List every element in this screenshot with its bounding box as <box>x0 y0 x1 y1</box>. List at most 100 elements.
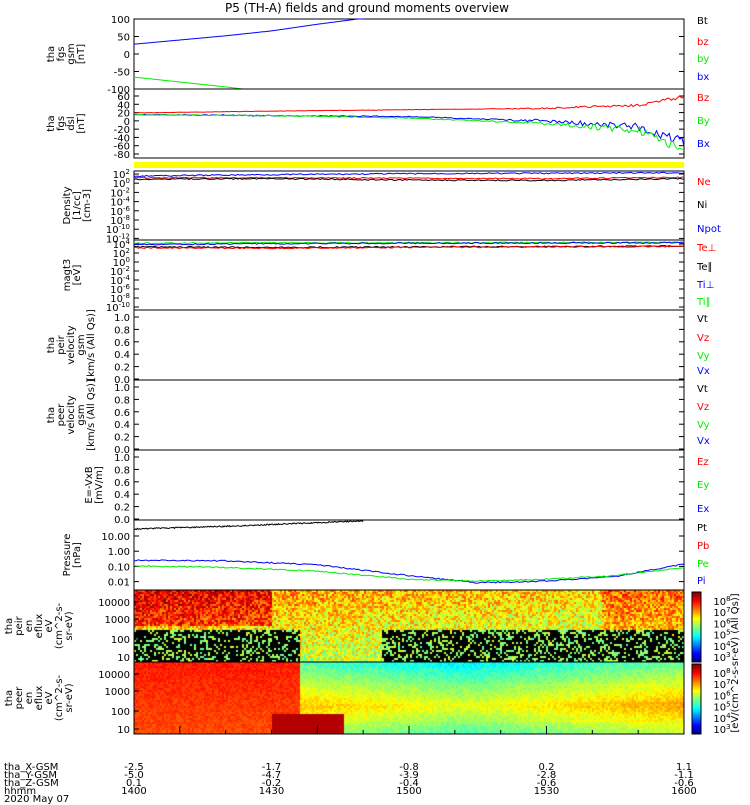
y-tick-label: 10000 <box>98 670 130 681</box>
colorbar-swatch <box>692 707 701 709</box>
y-tick-label: -80 <box>114 150 130 161</box>
colorbar-swatch <box>692 693 701 695</box>
panel-e_field: 1.00.8 0.60.4 0.20.0 E=-VxB [mV/m] Ez Ey Ex <box>84 449 709 526</box>
colorbar-swatch <box>692 725 701 727</box>
legend-entry: Pi <box>697 576 706 587</box>
y-tick-label: 0 <box>124 50 130 61</box>
colorbar-tick-label: 106 <box>713 617 731 630</box>
y-axis-label: eflux <box>34 614 45 639</box>
colorbar-swatch <box>692 604 701 606</box>
colorbar-swatch <box>692 626 701 628</box>
colorbar-swatch <box>692 705 701 707</box>
y-axis-label: [nT] <box>76 113 87 133</box>
panel-density: 10210010-210-410-610-810-1010-12Density[… <box>62 168 721 245</box>
y-axis-label: [mV/m] <box>94 466 105 504</box>
colorbar-swatch <box>692 709 701 711</box>
colorbar-swatch <box>692 607 701 609</box>
colorbar-swatch <box>692 637 701 639</box>
plot-title: P5 (TH-A) fields and ground moments over… <box>225 1 509 15</box>
colorbar-frame <box>691 663 702 735</box>
y-axis-label: tha <box>46 115 57 131</box>
colorbar-swatch <box>692 698 701 700</box>
y-tick-label: 102 <box>113 168 130 181</box>
colorbar-swatch <box>692 710 701 712</box>
colorbar-tick-label: 108 <box>713 667 730 680</box>
colorbar-swatch <box>692 676 701 678</box>
panel-frame <box>133 18 685 90</box>
colorbar-swatch <box>692 677 701 679</box>
colorbar-tick-label: 104 <box>713 640 731 653</box>
panel-pressure: 10.00 1.00 0.10 0.01 Pressure [nPa] Pt Pb Pe Pi <box>62 519 709 591</box>
legend-entry: Vy <box>697 420 710 431</box>
colorbar-swatch <box>692 675 701 677</box>
orbit-value: -0.8 <box>399 762 419 773</box>
colorbar-swatch <box>692 689 701 691</box>
colorbar-swatch <box>692 595 701 597</box>
colorbar-swatch <box>692 687 701 689</box>
orbit-value: 0.1 <box>126 778 142 789</box>
colorbar-swatch <box>692 648 701 650</box>
y-axis-label: peir <box>56 334 67 354</box>
y-axis-label: peir <box>14 615 25 635</box>
y-axis-label: tha <box>4 618 15 634</box>
colorbar-swatch <box>692 619 701 621</box>
panel-peer_spectrogram: 10000 1000 100 10 tha peer en eflux eV (cm^2-s-sr… <box>4 661 685 736</box>
colorbar-swatch <box>692 654 701 656</box>
legend-entry: Pt <box>697 523 707 534</box>
y-axis-label: fgs <box>56 46 67 61</box>
orbit-value: -1.1 <box>674 770 694 781</box>
y-tick-label: 10-6 <box>110 283 130 296</box>
legend-entry: Bz <box>697 93 709 104</box>
legend-entry: Ti⊥ <box>696 280 714 291</box>
colorbar-tick-label: 108 <box>713 595 730 608</box>
y-axis-label: (cm^2-s- <box>54 602 65 649</box>
orbit-value: 0.2 <box>538 762 555 773</box>
y-axis-label: tha <box>46 337 57 353</box>
orbit-value: 1600 <box>671 786 697 797</box>
colorbar-swatch <box>692 645 701 647</box>
orbit-value: -4.7 <box>261 770 282 781</box>
y-tick-label: 0.0 <box>114 375 130 386</box>
y-axis-label: gsm <box>76 334 87 355</box>
y-axis-label: peer <box>56 403 67 427</box>
y-axis-label: eV <box>44 619 55 632</box>
colorbar-swatch <box>692 690 701 692</box>
y-tick-label: 10-2 <box>110 186 130 199</box>
colorbar-swatch <box>692 593 701 595</box>
colorbar-swatch <box>692 617 701 619</box>
colorbar-swatch <box>692 699 701 701</box>
colorbar-swatch <box>692 599 701 601</box>
orbit-value: 1500 <box>396 786 422 797</box>
y-tick-label: 0.0 <box>114 515 130 526</box>
panel-frame <box>133 239 685 311</box>
colorbar-swatch <box>692 618 701 620</box>
colorbar-swatch <box>692 611 701 613</box>
legend-entry: Vx <box>697 366 710 377</box>
y-tick-label: 10-6 <box>110 205 130 218</box>
y-tick-label: 1000 <box>105 615 130 626</box>
legend-entry: By <box>697 116 710 127</box>
y-axis-label: tha <box>4 690 15 706</box>
colorbar-swatch <box>692 673 701 675</box>
panel-frame <box>133 449 685 521</box>
colorbar-swatch <box>692 688 701 690</box>
y-tick-label: -60 <box>114 142 130 153</box>
y-tick-label: 0.6 <box>114 408 130 419</box>
colorbar-swatch <box>692 608 701 610</box>
orbit-value: -0.2 <box>261 778 282 789</box>
colorbar-swatch <box>692 684 701 686</box>
y-axis-label: gsm <box>76 404 87 425</box>
colorbar-swatch <box>692 708 701 710</box>
colorbar-swatch <box>692 598 701 600</box>
flag-bar <box>134 162 684 168</box>
panel-frame <box>133 309 685 381</box>
y-tick-label: 100 <box>113 256 130 269</box>
colorbar-tick-label: 103 <box>713 651 730 664</box>
legend-entry: Ni <box>697 200 707 211</box>
y-tick-label: 0.8 <box>114 465 130 476</box>
orbit-value: -2.5 <box>124 762 144 773</box>
colorbar-swatch <box>692 715 701 717</box>
